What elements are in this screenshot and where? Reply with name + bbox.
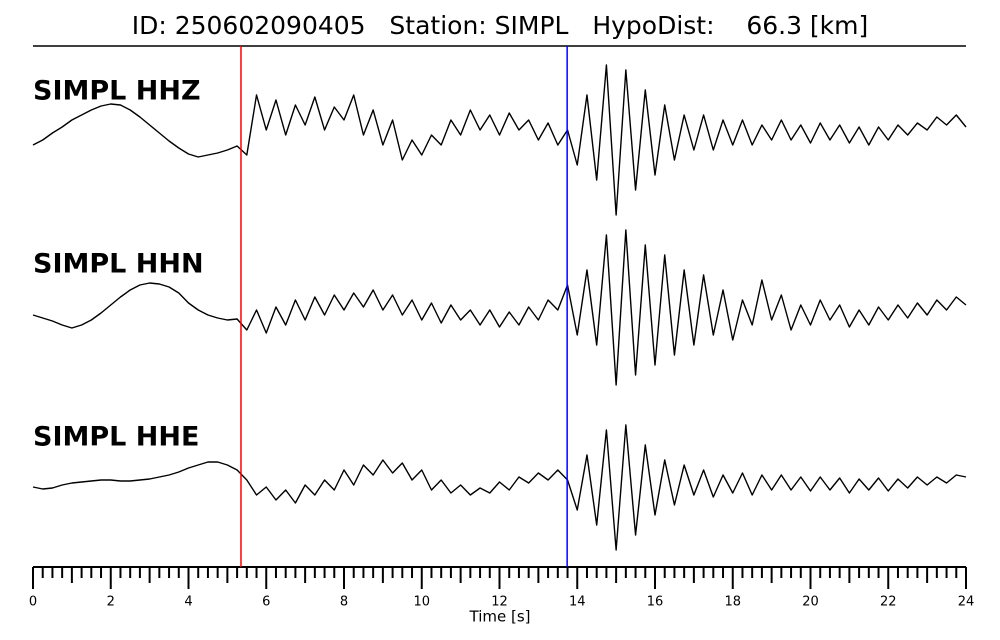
trace [32, 424, 967, 551]
x-tick-label: 8 [340, 595, 348, 610]
x-tick-label: 22 [880, 595, 897, 610]
x-tick-label: 0 [29, 595, 37, 610]
x-tick-label: 2 [107, 595, 115, 610]
x-tick-label: 4 [184, 595, 192, 610]
trace [32, 229, 967, 386]
x-tick-label: 24 [958, 595, 975, 610]
chart-title: ID: 250602090405 Station: SIMPL HypoDist… [132, 11, 869, 40]
x-tick-label: 6 [262, 595, 270, 610]
trace-name: SIMPL HHN [33, 249, 204, 280]
trace-name: SIMPL HHZ [33, 76, 201, 107]
x-tick-label: 12 [491, 595, 508, 610]
x-axis-label: Time [s] [469, 608, 531, 626]
x-tick-label: 16 [647, 595, 664, 610]
x-tick-label: 10 [413, 595, 430, 610]
trace-name: SIMPL HHE [33, 422, 199, 453]
trace [32, 64, 967, 216]
x-tick-label: 14 [569, 595, 586, 610]
x-tick-label: 20 [802, 595, 819, 610]
x-tick-label: 18 [724, 595, 741, 610]
